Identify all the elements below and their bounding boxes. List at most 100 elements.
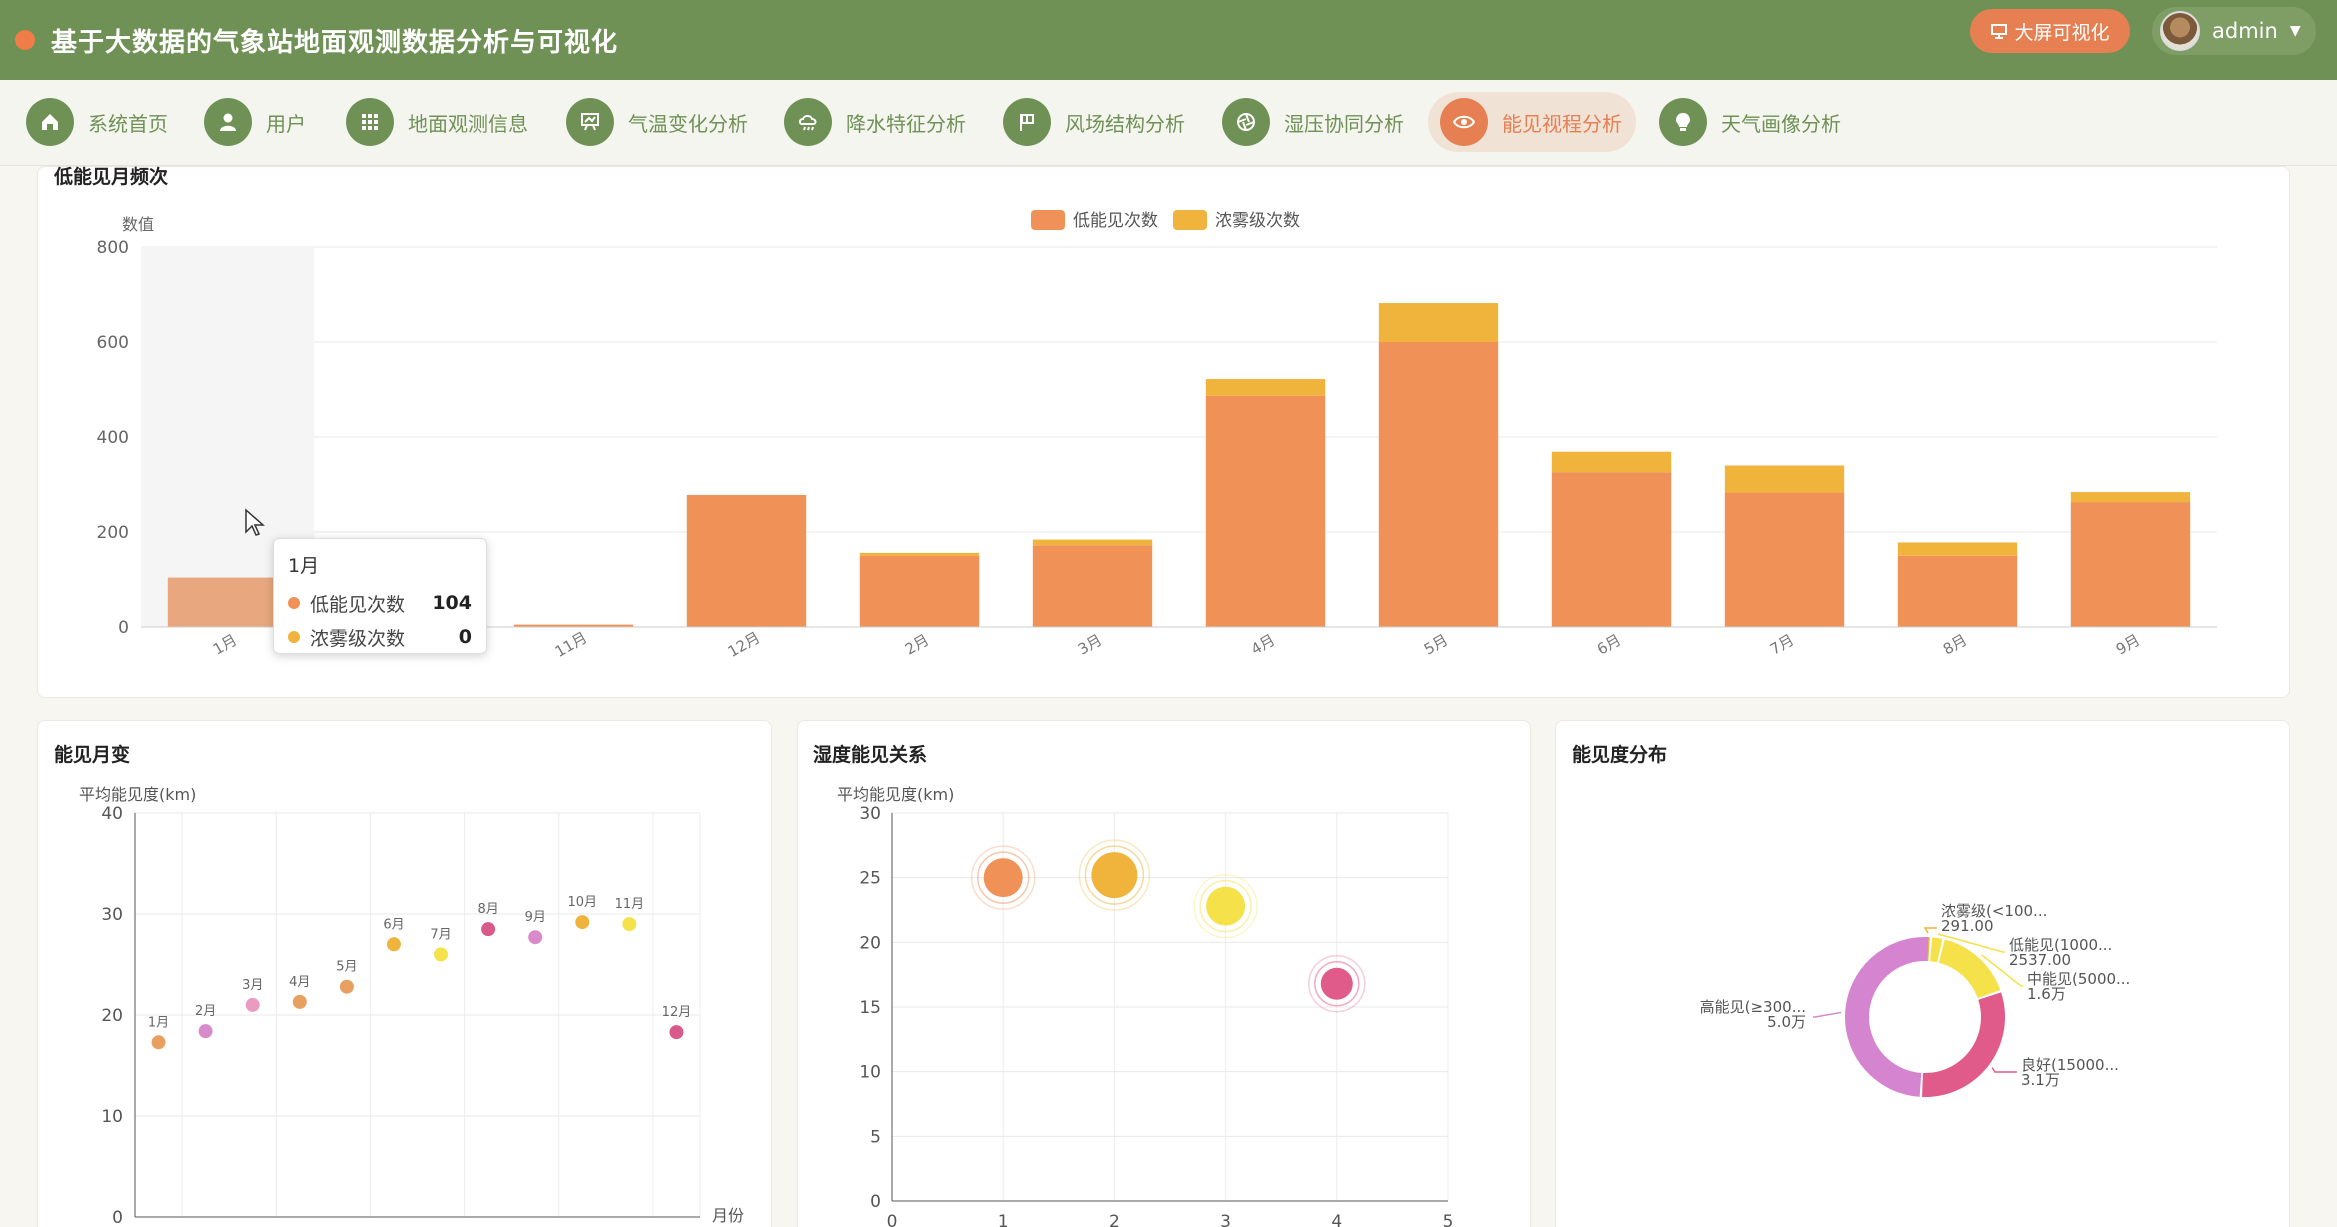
visibility-distribution-donut: 浓雾级(<100...291.00 低能见(1000...2537.00中能见(5…	[1555, 780, 2290, 1227]
point-label: 1月	[148, 1015, 169, 1030]
point-label: 2月	[195, 1004, 216, 1019]
nav-item-temperature[interactable]: 气温变化分析	[554, 92, 762, 152]
nav-item-ground-observation[interactable]: 地面观测信息	[334, 92, 542, 152]
point-label: 12月	[662, 1005, 692, 1020]
y-tick-label: 800	[97, 238, 129, 258]
x-tick-label: 8月	[1940, 631, 1970, 659]
bar-fog	[2071, 492, 2190, 502]
bar-low-visibility	[1898, 556, 2017, 627]
y-tick-label: 0	[112, 1208, 123, 1227]
grid-icon	[346, 98, 394, 146]
tooltip-series-name: 低能见次数	[310, 590, 432, 617]
slice-value: 2537.00	[2009, 951, 2071, 969]
point-label: 4月	[289, 975, 310, 990]
x-tick-label: 6月	[1594, 631, 1624, 659]
legend-swatch	[1031, 210, 1065, 230]
monitor-icon	[1990, 22, 2008, 40]
tooltip-series-value: 0	[459, 626, 472, 648]
bar-fog	[1206, 379, 1325, 396]
donut-slice	[1922, 992, 2005, 1097]
bigscreen-button[interactable]: 大屏可视化	[1970, 9, 2130, 53]
panel-title: 能见月变	[54, 740, 130, 767]
y-tick-label: 15	[859, 998, 881, 1018]
tooltip-series-value: 104	[432, 592, 472, 614]
slice-value: 1.6万	[2027, 985, 2066, 1003]
bubble-point	[1091, 852, 1137, 898]
scatter-point	[528, 930, 542, 944]
x-tick-label: 3	[1220, 1212, 1231, 1227]
bar-low-visibility	[1206, 396, 1325, 627]
scatter-point	[622, 917, 636, 931]
slice-value: 5.0万	[1767, 1013, 1806, 1031]
nav-item-precipitation[interactable]: 降水特征分析	[772, 92, 980, 152]
humidity-visibility-scatter: 平均能见度(km) 0 5 10 15 20 25 30 0 1 2 3 4 5	[797, 780, 1531, 1227]
bar-low-visibility	[168, 578, 287, 627]
bar-low-visibility	[1379, 342, 1498, 627]
x-tick-label: 11月	[552, 628, 591, 661]
nav-item-visibility[interactable]: 能见视程分析	[1428, 92, 1636, 152]
nav-item-home[interactable]: 系统首页	[14, 92, 182, 152]
legend-label: 浓雾级次数	[1215, 211, 1300, 231]
scatter-point	[199, 1024, 213, 1038]
legend-dot-icon	[288, 597, 300, 609]
bar-fog	[1725, 466, 1844, 493]
bubble-point	[1206, 887, 1245, 926]
nav-item-wind[interactable]: 风场结构分析	[991, 92, 1199, 152]
scatter-point	[293, 995, 307, 1009]
main-nav: 系统首页 用户 地面观测信息 气温变化分析 降水特征分析 风场结构分析 湿压协同…	[0, 80, 2337, 166]
tooltip-series-name: 浓雾级次数	[310, 624, 459, 651]
flag-icon	[1003, 98, 1051, 146]
label-leader-line	[1813, 1012, 1841, 1017]
bar-fog	[1033, 540, 1152, 546]
y-tick-label: 200	[97, 523, 129, 543]
y-axis-title: 数值	[122, 215, 154, 234]
app-header: 基于大数据的气象站地面观测数据分析与可视化 大屏可视化 admin ▼	[0, 0, 2337, 80]
user-menu[interactable]: admin ▼	[2152, 7, 2316, 55]
nav-item-user[interactable]: 用户	[192, 92, 320, 152]
point-label: 8月	[477, 902, 498, 917]
username: admin	[2212, 19, 2278, 43]
panel-title: 低能见月频次	[54, 162, 168, 189]
nav-item-weather-portrait[interactable]: 天气画像分析	[1647, 92, 1855, 152]
bubble-point	[984, 858, 1023, 897]
bar-fog	[1552, 452, 1671, 472]
logo-icon	[15, 30, 35, 50]
x-tick-label: 0	[887, 1212, 898, 1227]
scatter-point	[340, 980, 354, 994]
point-label: 9月	[525, 910, 546, 925]
point-label: 11月	[615, 897, 645, 912]
chart-tooltip: 1月 低能见次数 104 浓雾级次数 0	[273, 538, 487, 654]
tooltip-month: 1月	[288, 551, 472, 578]
y-tick-label: 10	[859, 1063, 881, 1083]
y-tick-label: 30	[101, 905, 123, 925]
tooltip-row: 低能见次数 104	[288, 586, 472, 620]
scatter-point	[575, 915, 589, 929]
label-leader-line	[1925, 928, 1937, 933]
y-tick-label: 0	[870, 1192, 881, 1212]
nav-label: 能见视程分析	[1502, 108, 1622, 137]
scatter-point	[387, 937, 401, 951]
y-axis-title: 平均能见度(km)	[79, 785, 196, 804]
y-tick-label: 40	[101, 804, 123, 824]
bar-fog	[1898, 542, 2017, 555]
y-tick-label: 0	[118, 618, 129, 638]
x-tick-label: 1月	[210, 631, 240, 659]
chart-board-icon	[566, 98, 614, 146]
home-icon	[26, 98, 74, 146]
scatter-point	[152, 1035, 166, 1049]
scatter-point	[434, 947, 448, 961]
point-label: 6月	[383, 917, 404, 932]
nav-label: 湿压协同分析	[1284, 108, 1404, 137]
x-tick-label: 1	[998, 1212, 1009, 1227]
nav-label: 地面观测信息	[408, 108, 528, 137]
y-tick-label: 600	[97, 333, 129, 353]
scatter-point	[481, 922, 495, 936]
y-axis-title: 平均能见度(km)	[837, 785, 954, 804]
x-tick-label: 9月	[2113, 631, 2143, 659]
panel-title: 能见度分布	[1572, 740, 1667, 767]
bar-fog	[1379, 303, 1498, 342]
nav-item-humidity-pressure[interactable]: 湿压协同分析	[1210, 92, 1418, 152]
nav-label: 气温变化分析	[628, 108, 748, 137]
y-tick-label: 30	[859, 804, 881, 824]
chevron-down-icon: ▼	[2290, 23, 2301, 39]
